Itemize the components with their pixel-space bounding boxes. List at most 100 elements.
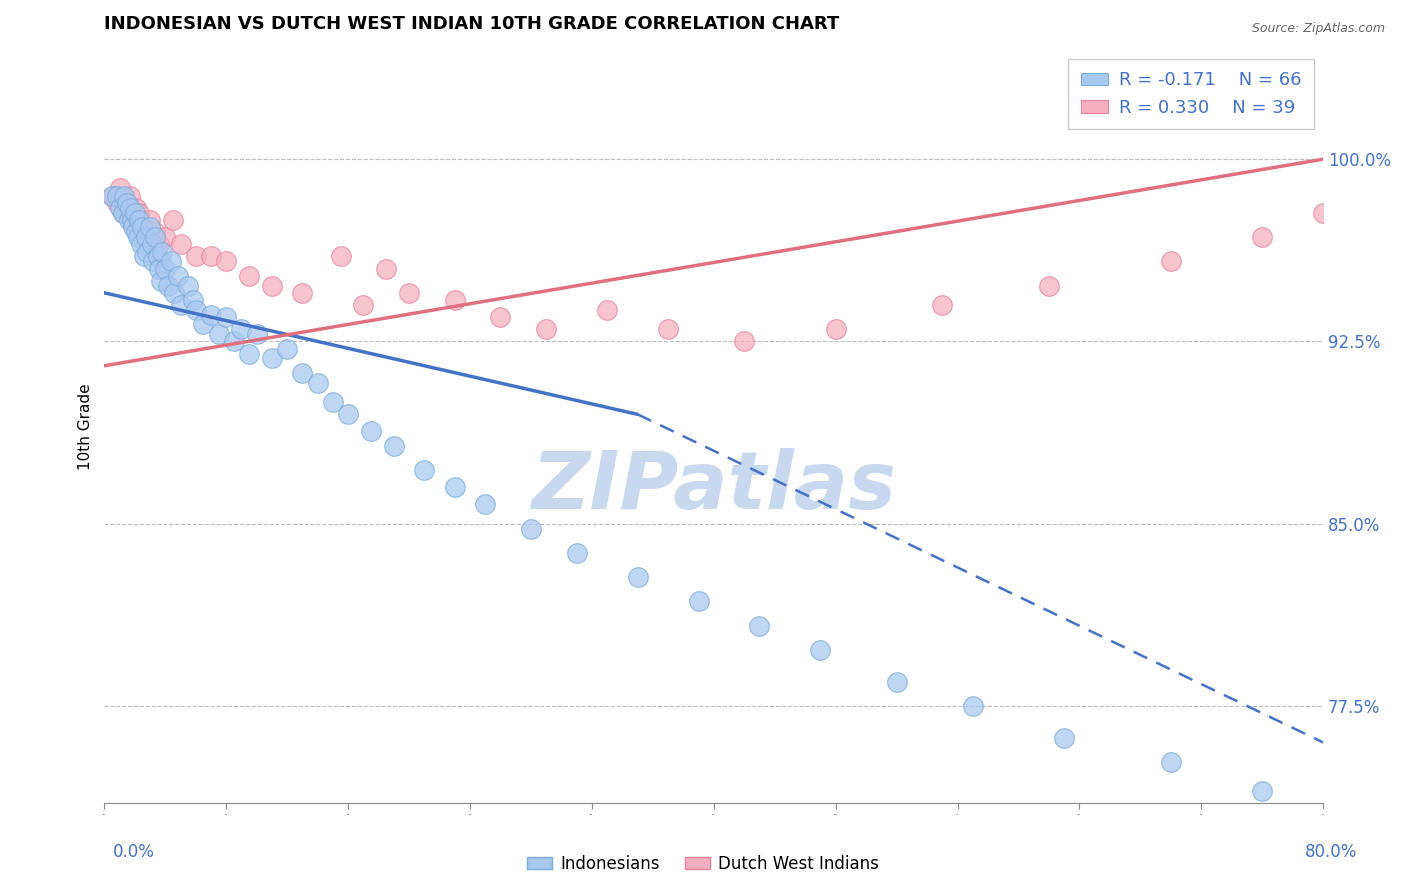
Point [596, 302, 619, 317]
Point [149, 274, 172, 288]
Point [132, 249, 155, 263]
Point [169, 298, 191, 312]
Point [443, 293, 465, 307]
Point [193, 318, 215, 332]
Point [688, 594, 710, 608]
Point [810, 643, 832, 657]
Point [155, 261, 177, 276]
Point [260, 351, 283, 366]
Point [101, 188, 124, 202]
Point [131, 220, 153, 235]
Point [105, 195, 128, 210]
Text: 80.0%: 80.0% [1305, 843, 1357, 861]
Point [276, 342, 298, 356]
Point [474, 497, 496, 511]
Point [143, 230, 166, 244]
Point [215, 310, 238, 325]
Point [169, 237, 191, 252]
Point [139, 220, 162, 235]
Point [150, 244, 173, 259]
Point [246, 327, 269, 342]
Text: ZIPatlas: ZIPatlas [531, 448, 896, 525]
Point [565, 546, 588, 560]
Point [534, 322, 557, 336]
Point [307, 376, 329, 390]
Point [136, 244, 159, 259]
Point [1160, 254, 1182, 268]
Point [208, 327, 231, 342]
Text: INDONESIAN VS DUTCH WEST INDIAN 10TH GRADE CORRELATION CHART: INDONESIAN VS DUTCH WEST INDIAN 10TH GRA… [104, 15, 839, 33]
Point [231, 322, 253, 336]
Point [141, 237, 163, 252]
Point [148, 237, 170, 252]
Point [125, 201, 148, 215]
Point [352, 298, 374, 312]
Point [184, 249, 207, 263]
Point [329, 249, 352, 263]
Point [101, 188, 124, 202]
Point [489, 310, 512, 325]
Point [215, 254, 238, 268]
Point [413, 463, 436, 477]
Point [238, 346, 260, 360]
Point [125, 225, 148, 239]
Point [160, 254, 183, 268]
Point [148, 261, 170, 276]
Point [108, 201, 131, 215]
Point [443, 480, 465, 494]
Point [139, 213, 162, 227]
Point [124, 205, 146, 219]
Point [382, 439, 405, 453]
Point [1251, 784, 1274, 798]
Point [177, 278, 200, 293]
Point [748, 619, 770, 633]
Point [375, 261, 398, 276]
Point [142, 254, 165, 268]
Point [129, 237, 152, 252]
Point [115, 195, 138, 210]
Point [824, 322, 846, 336]
Point [626, 570, 648, 584]
Point [1312, 205, 1334, 219]
Point [238, 268, 260, 283]
Point [322, 395, 344, 409]
Point [163, 285, 186, 300]
Point [127, 230, 149, 244]
Point [520, 522, 543, 536]
Point [155, 230, 177, 244]
Point [931, 298, 953, 312]
Point [1038, 278, 1060, 293]
Point [1160, 755, 1182, 769]
Point [733, 334, 755, 349]
Point [111, 205, 134, 219]
Point [184, 302, 207, 317]
Point [134, 230, 156, 244]
Point [291, 366, 314, 380]
Point [181, 293, 204, 307]
Point [120, 201, 142, 215]
Point [120, 188, 142, 202]
Point [1053, 731, 1076, 745]
Point [962, 698, 984, 713]
Point [166, 268, 188, 283]
Point [222, 334, 245, 349]
Legend: Indonesians, Dutch West Indians: Indonesians, Dutch West Indians [520, 848, 886, 880]
Point [200, 249, 222, 263]
Text: 0.0%: 0.0% [112, 843, 155, 861]
Point [200, 308, 222, 322]
Point [112, 188, 135, 202]
Point [146, 249, 169, 263]
Point [128, 205, 150, 219]
Text: Source: ZipAtlas.com: Source: ZipAtlas.com [1251, 22, 1385, 36]
Point [121, 213, 143, 227]
Point [260, 278, 283, 293]
Point [108, 181, 131, 195]
Point [115, 195, 138, 210]
Point [118, 213, 141, 227]
Point [360, 425, 382, 439]
Point [105, 188, 128, 202]
Point [157, 278, 180, 293]
Point [337, 408, 360, 422]
Point [886, 674, 908, 689]
Point [122, 213, 145, 227]
